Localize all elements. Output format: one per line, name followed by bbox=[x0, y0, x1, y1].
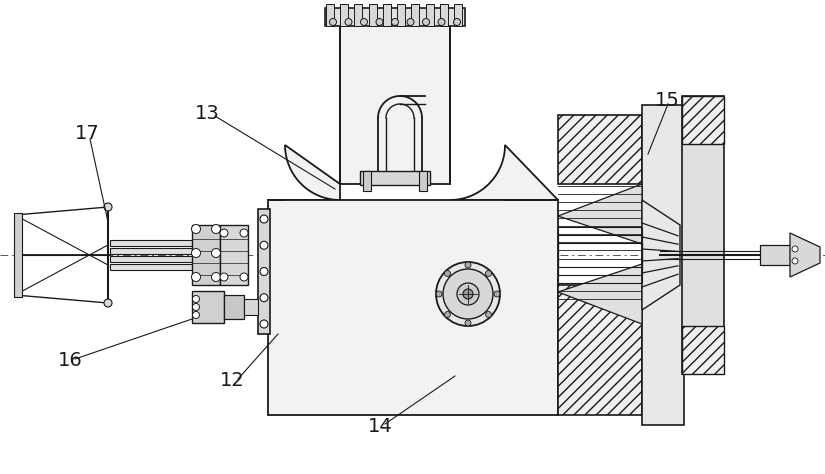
Circle shape bbox=[240, 273, 248, 281]
Bar bbox=[440, 4, 448, 26]
Circle shape bbox=[465, 320, 471, 326]
Circle shape bbox=[260, 241, 268, 249]
Bar bbox=[790, 248, 808, 262]
Circle shape bbox=[191, 273, 200, 282]
Text: 15: 15 bbox=[655, 91, 680, 110]
Circle shape bbox=[211, 225, 220, 234]
Circle shape bbox=[211, 248, 220, 257]
Bar bbox=[383, 4, 391, 26]
Circle shape bbox=[392, 18, 398, 26]
Circle shape bbox=[260, 294, 268, 302]
Polygon shape bbox=[558, 264, 642, 324]
Text: 14: 14 bbox=[368, 417, 393, 436]
Bar bbox=[682, 96, 724, 144]
Polygon shape bbox=[642, 200, 680, 310]
Bar bbox=[558, 285, 642, 415]
Circle shape bbox=[192, 311, 200, 319]
Bar bbox=[642, 105, 684, 425]
Bar bbox=[419, 171, 427, 191]
Bar bbox=[558, 227, 642, 283]
Bar bbox=[192, 291, 224, 323]
Bar bbox=[397, 4, 405, 26]
Circle shape bbox=[407, 18, 414, 26]
Circle shape bbox=[443, 269, 493, 319]
Bar bbox=[325, 8, 465, 26]
Bar bbox=[682, 96, 724, 374]
Circle shape bbox=[240, 229, 248, 237]
Bar bbox=[426, 4, 434, 26]
Bar bbox=[14, 213, 22, 297]
Circle shape bbox=[376, 18, 383, 26]
Circle shape bbox=[192, 295, 200, 302]
Bar bbox=[340, 4, 348, 26]
Circle shape bbox=[191, 225, 200, 234]
Polygon shape bbox=[268, 145, 340, 200]
Circle shape bbox=[422, 18, 430, 26]
Circle shape bbox=[192, 303, 200, 310]
Circle shape bbox=[220, 229, 228, 237]
Circle shape bbox=[436, 262, 500, 326]
Bar bbox=[558, 235, 642, 275]
Bar bbox=[412, 4, 419, 26]
Circle shape bbox=[260, 215, 268, 223]
Bar bbox=[192, 225, 220, 285]
Circle shape bbox=[260, 320, 268, 328]
Circle shape bbox=[436, 291, 442, 297]
Polygon shape bbox=[558, 184, 642, 244]
Bar bbox=[110, 248, 195, 254]
Circle shape bbox=[329, 18, 337, 26]
Circle shape bbox=[211, 273, 220, 282]
Circle shape bbox=[792, 246, 798, 252]
Circle shape bbox=[454, 18, 460, 26]
Circle shape bbox=[345, 18, 352, 26]
Circle shape bbox=[438, 18, 445, 26]
Bar bbox=[110, 240, 195, 246]
Bar bbox=[220, 225, 248, 285]
Circle shape bbox=[104, 299, 112, 307]
Circle shape bbox=[485, 271, 492, 276]
Polygon shape bbox=[790, 233, 820, 277]
Bar bbox=[558, 243, 642, 267]
Circle shape bbox=[465, 262, 471, 268]
Bar bbox=[340, 24, 450, 184]
Circle shape bbox=[792, 258, 798, 264]
Bar bbox=[760, 245, 790, 265]
Circle shape bbox=[220, 273, 228, 281]
Text: 13: 13 bbox=[195, 104, 219, 123]
Bar bbox=[244, 299, 258, 315]
Bar bbox=[558, 115, 642, 184]
Circle shape bbox=[494, 291, 500, 297]
Polygon shape bbox=[450, 145, 558, 200]
Text: 17: 17 bbox=[75, 124, 100, 143]
Circle shape bbox=[361, 18, 367, 26]
Bar bbox=[682, 326, 724, 374]
Bar bbox=[110, 264, 195, 270]
Bar bbox=[224, 295, 244, 319]
Circle shape bbox=[104, 203, 112, 211]
Circle shape bbox=[445, 311, 450, 318]
Bar bbox=[363, 171, 371, 191]
Text: 16: 16 bbox=[58, 351, 82, 370]
Circle shape bbox=[463, 289, 473, 299]
Bar bbox=[369, 4, 377, 26]
Bar bbox=[454, 4, 462, 26]
Circle shape bbox=[485, 311, 492, 318]
Bar bbox=[258, 209, 270, 334]
Circle shape bbox=[260, 267, 268, 275]
Circle shape bbox=[457, 283, 479, 305]
Bar bbox=[110, 256, 195, 262]
Bar bbox=[326, 4, 334, 26]
Circle shape bbox=[191, 248, 200, 257]
Bar bbox=[355, 4, 362, 26]
Bar bbox=[360, 171, 430, 185]
Text: 12: 12 bbox=[220, 371, 245, 390]
Bar bbox=[268, 200, 558, 415]
Circle shape bbox=[445, 271, 450, 276]
